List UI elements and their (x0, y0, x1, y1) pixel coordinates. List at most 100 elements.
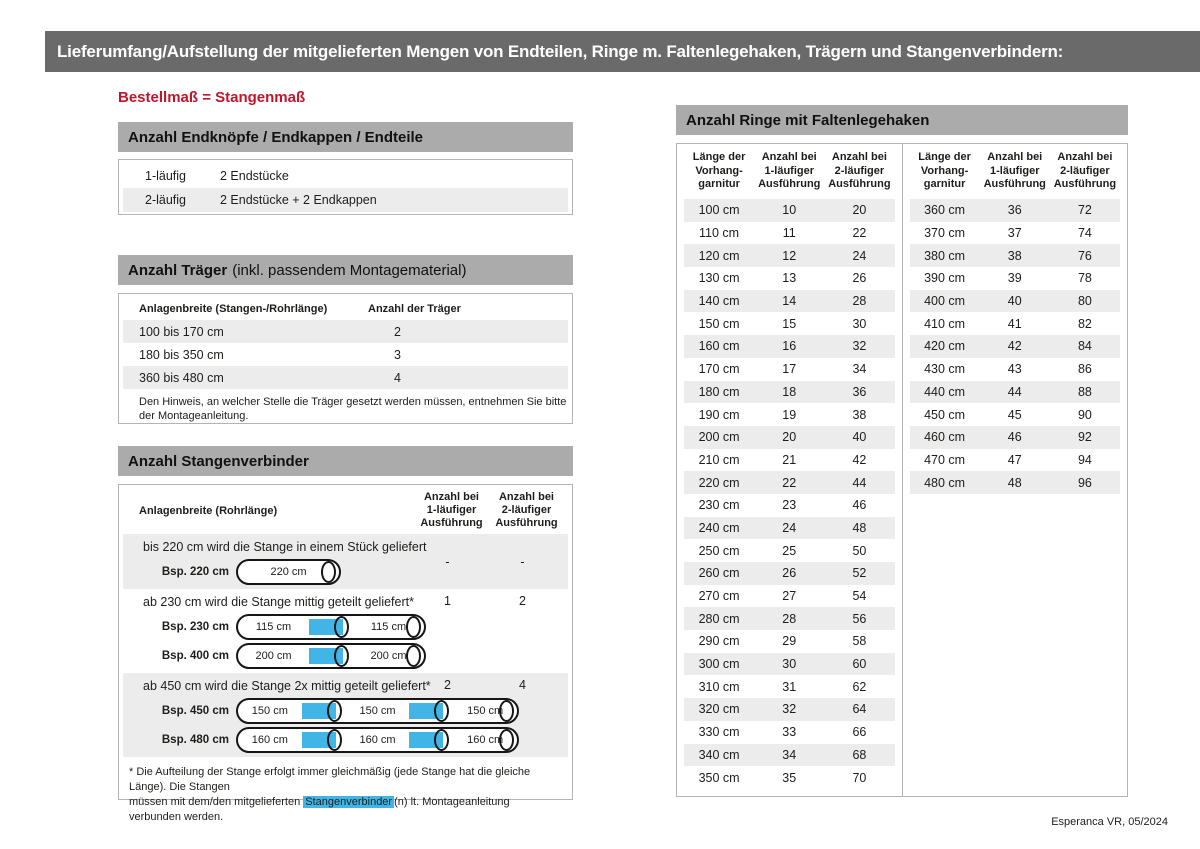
col-header-2-laeufig: Anzahl bei 2-läufiger Ausführung (1053, 151, 1117, 190)
table-row: 450 cm 45 90 (910, 403, 1121, 426)
cell-count-1-laeufig: 20 (782, 430, 797, 445)
cell-count-1-laeufig: 18 (782, 384, 797, 399)
table-row: 220 cm 22 44 (684, 471, 895, 494)
cell-count-1-laeufig: 22 (782, 475, 797, 490)
table-row: 2 4 ab 450 cm wird die Stange 2x mittig ge… (123, 673, 568, 757)
table-row: 360 bis 480 cm 4 (123, 366, 568, 389)
table-row: 140 cm 14 28 (684, 289, 895, 313)
table-header-row: Länge der Vorhang- garnitur Anzahl bei 1… (684, 151, 895, 198)
table-row: 430 cm 43 86 (910, 358, 1121, 381)
cell-length: 150 cm (698, 316, 740, 331)
count-cells: -- (410, 534, 560, 589)
table-row: 260 cm 26 52 (684, 562, 895, 585)
page-title-bar: Lieferumfang/Aufstellung der mitgeliefer… (45, 31, 1200, 72)
rod-example-label: Bsp. 220 cm (161, 565, 229, 578)
cell-count-1-laeufig: 30 (782, 657, 797, 672)
table-row: 280 cm 28 56 (684, 607, 895, 631)
table-row: 250 cm 25 50 (684, 539, 895, 562)
tube-mouth-ellipse (434, 728, 450, 751)
ringe-group-left: Länge der Vorhang- garnitur Anzahl bei 1… (677, 144, 903, 796)
page-title: Lieferumfang/Aufstellung der mitgeliefer… (57, 41, 1064, 61)
cell-length: 470 cm (924, 452, 966, 467)
rod-diagram: 160 cm 160 cm 160 cm (236, 726, 519, 753)
rod-connector (309, 615, 353, 638)
cell-count-2-laeufig: 82 (1077, 316, 1092, 331)
cell-length: 260 cm (698, 566, 740, 581)
cell-count-2-laeufig: 34 (852, 362, 867, 377)
cell-length: 310 cm (698, 679, 740, 694)
rod-example-label: Bsp. 400 cm (161, 649, 229, 662)
cell-length: 400 cm (924, 294, 966, 309)
section-ringe-title: Anzahl Ringe mit Faltenlegehaken (686, 111, 930, 129)
cell-count-2-laeufig: 20 (852, 203, 867, 218)
col-header-1-laeufig: Anzahl bei 1-läufiger Ausführung (758, 151, 821, 190)
cell-length: 270 cm (698, 589, 740, 604)
table-row: 2-läufig 2 Endstücke + 2 Endkappen (123, 188, 568, 212)
tube-mouth-ellipse (434, 699, 450, 722)
cell-length: 220 cm (698, 475, 740, 490)
table-row: 370 cm 37 74 (910, 222, 1121, 245)
cell-count-1-laeufig: 16 (782, 339, 797, 354)
cell-length: 380 cm (924, 248, 966, 263)
cell-length: 390 cm (924, 271, 966, 286)
footnote-highlight: Stangenverbinder (303, 796, 395, 808)
table-row: 300 cm 30 60 (684, 652, 895, 676)
cell-count-2-laeufig: 72 (1077, 203, 1092, 218)
table-row: 310 cm 31 62 (684, 675, 895, 698)
cell-range: 180 bis 350 cm (139, 347, 224, 362)
cell-count-1-laeufig: 21 (782, 452, 797, 467)
cell-laeufigkeit: 2-läufig (145, 193, 186, 207)
cell-length: 440 cm (924, 384, 966, 399)
table-row: 390 cm 39 78 (910, 267, 1121, 290)
cell-length: 180 cm (698, 384, 740, 399)
rod-connector (309, 644, 353, 667)
col-header-length: Länge der Vorhang- garnitur (918, 151, 971, 190)
rod-example: Bsp. 450 cm 150 cm 150 cm 150 cm (123, 696, 568, 725)
cell-count-2-laeufig: 86 (1077, 362, 1092, 377)
table-row: 180 bis 350 cm 3 (123, 343, 568, 366)
cell-count-1-laeufig: 15 (782, 316, 797, 331)
cell-count-2-laeufig: 32 (852, 339, 867, 354)
rod-segment-label: 200 cm (255, 649, 292, 662)
cell-count-1-laeufig: - (445, 554, 450, 569)
cell-length: 230 cm (698, 498, 740, 513)
table-row: 110 cm 11 22 (684, 222, 895, 245)
cell-count-1-laeufig: 11 (782, 226, 796, 241)
cell-count-1-laeufig: 45 (1007, 407, 1022, 422)
rule-text: bis 220 cm wird die Stange in einem Stüc… (143, 540, 427, 554)
cell-length: 250 cm (698, 543, 740, 558)
rod-example-label: Bsp. 480 cm (161, 733, 229, 746)
cell-length: 190 cm (698, 407, 740, 422)
cell-count-2-laeufig: 2 (519, 594, 526, 608)
cell-length: 240 cm (698, 520, 740, 535)
rod-endcap-ellipse (406, 644, 421, 667)
cell-count-2-laeufig: 88 (1077, 384, 1092, 399)
cell-count-1-laeufig: 28 (782, 611, 797, 626)
table-row: 400 cm 40 80 (909, 289, 1120, 313)
rod-segment-label: 115 cm (370, 620, 407, 633)
cell-count-1-laeufig: 43 (1007, 362, 1022, 377)
cell-length: 340 cm (698, 747, 740, 762)
rule-text: ab 450 cm wird die Stange 2x mittig gete… (143, 679, 431, 693)
cell-count-2-laeufig: 26 (852, 271, 867, 286)
cell-length: 140 cm (698, 294, 740, 309)
ringe-table: Länge der Vorhang- garnitur Anzahl bei 1… (676, 143, 1128, 797)
cell-length: 330 cm (698, 725, 740, 740)
table-row: 200 cm 20 40 (684, 425, 895, 449)
cell-length: 350 cm (698, 770, 740, 785)
col-header-anzahl-traeger: Anzahl der Träger (368, 303, 461, 315)
table-row: 1-läufig 2 Endstücke (123, 164, 568, 188)
table-row: 150 cm 15 30 (684, 312, 895, 335)
cell-count-1-laeufig: 40 (1007, 294, 1022, 309)
cell-count-1-laeufig: 41 (1007, 316, 1022, 331)
table-row: 100 bis 170 cm 2 (123, 320, 568, 343)
cell-length: 290 cm (698, 634, 740, 649)
col-header-1-laeufig: Anzahl bei 1-läufiger Ausführung (983, 151, 1046, 190)
rod-connector (409, 699, 453, 722)
cell-count-1-laeufig: 17 (782, 362, 797, 377)
cell-count-1-laeufig: 23 (782, 498, 797, 513)
rod-example-label: Bsp. 230 cm (161, 620, 229, 633)
rod-segment-label: 220 cm (270, 565, 307, 578)
cell-length: 450 cm (924, 407, 966, 422)
